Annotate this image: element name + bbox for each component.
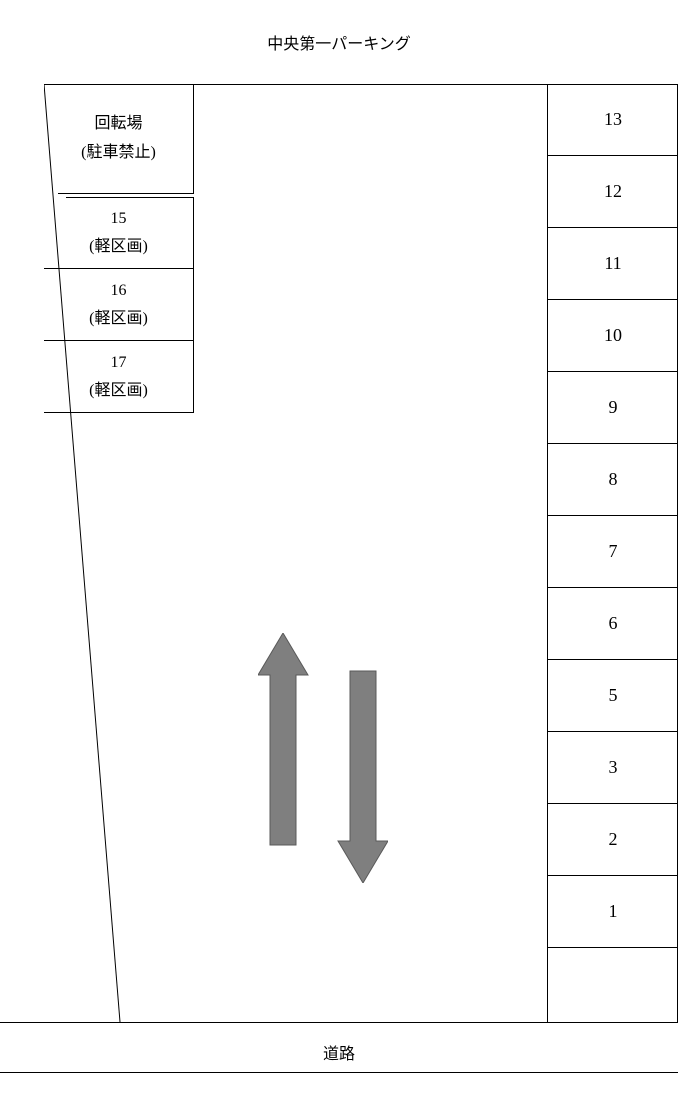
right-slot: 5 bbox=[548, 660, 678, 732]
slot-number: 17 bbox=[111, 349, 127, 376]
left-slot-inner-divider bbox=[66, 197, 194, 198]
turn-area-divider bbox=[58, 193, 194, 194]
road-bottom-line bbox=[0, 1072, 678, 1073]
right-slot: 7 bbox=[548, 516, 678, 588]
right-slot: 3 bbox=[548, 732, 678, 804]
slot-note: (軽区画) bbox=[89, 377, 148, 404]
slot-number: 6 bbox=[609, 613, 618, 634]
slot-number: 16 bbox=[111, 277, 127, 304]
slot-note: (軽区画) bbox=[89, 233, 148, 260]
left-slot: 17(軽区画) bbox=[44, 341, 194, 413]
road-top-line bbox=[0, 1022, 678, 1023]
road-label: 道路 bbox=[0, 1040, 678, 1064]
slot-number: 5 bbox=[609, 685, 618, 706]
traffic-arrows-icon bbox=[258, 633, 388, 883]
right-slot: 11 bbox=[548, 228, 678, 300]
right-slot: 12 bbox=[548, 156, 678, 228]
right-slot: 13 bbox=[548, 84, 678, 156]
slot-number: 1 bbox=[609, 901, 618, 922]
turn-area-label-1: 回転場 bbox=[94, 110, 142, 139]
slot-number: 7 bbox=[609, 541, 618, 562]
left-slot: 16(軽区画) bbox=[44, 269, 194, 341]
slot-number: 15 bbox=[111, 205, 127, 232]
slot-number: 2 bbox=[609, 829, 618, 850]
right-slot: 9 bbox=[548, 372, 678, 444]
slot-note: (軽区画) bbox=[89, 305, 148, 332]
slot-number: 9 bbox=[609, 397, 618, 418]
right-slot: 10 bbox=[548, 300, 678, 372]
slot-number: 3 bbox=[609, 757, 618, 778]
right-slot: 8 bbox=[548, 444, 678, 516]
page-title: 中央第一パーキング bbox=[0, 30, 678, 54]
slot-number: 10 bbox=[604, 325, 622, 346]
left-slot: 15(軽区画) bbox=[44, 197, 194, 269]
slot-number: 11 bbox=[604, 253, 621, 274]
slot-number: 8 bbox=[609, 469, 618, 490]
right-slot: 2 bbox=[548, 804, 678, 876]
turn-area-label-2: (駐車禁止) bbox=[81, 139, 156, 168]
right-slot: 6 bbox=[548, 588, 678, 660]
slot-number: 12 bbox=[604, 181, 622, 202]
slot-number: 13 bbox=[604, 109, 622, 130]
turn-area: 回転場 (駐車禁止) bbox=[44, 84, 194, 194]
right-slot: 1 bbox=[548, 876, 678, 948]
